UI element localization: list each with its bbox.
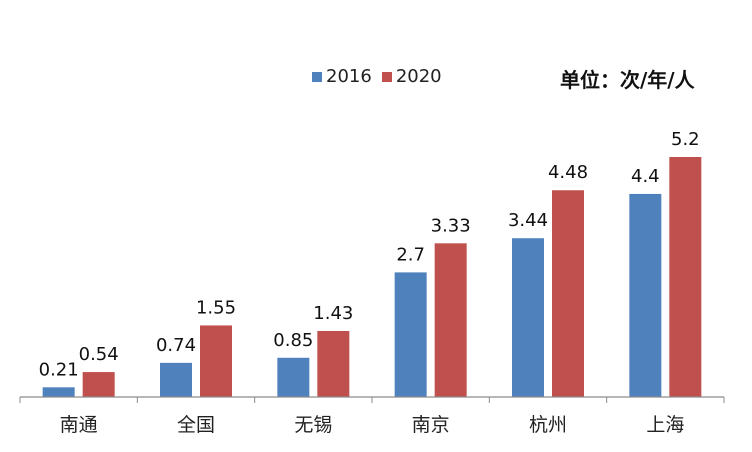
- bar-2016-上海: [629, 193, 662, 397]
- unit-label: 单位：次/年/人: [560, 68, 695, 92]
- bar-2016-全国: [160, 362, 192, 397]
- bar-2016-杭州: [512, 238, 544, 397]
- data-label-2016-南京: 2.7: [396, 244, 425, 265]
- category-label-全国: 全国: [177, 414, 215, 436]
- category-label-南京: 南京: [412, 414, 450, 436]
- category-label-无锡: 无锡: [294, 414, 332, 436]
- bar-2020-无锡: [317, 331, 350, 397]
- legend-label-2020: 2020: [395, 66, 442, 87]
- legend: 2016 2020: [312, 66, 442, 87]
- bar-2016-南通: [42, 387, 75, 397]
- data-label-2020-上海: 5.2: [671, 129, 700, 150]
- legend-swatch-2020: [381, 71, 392, 82]
- legend-item-2020: 2020: [381, 66, 442, 87]
- bar-2020-上海: [669, 157, 702, 397]
- data-label-2016-全国: 0.74: [156, 335, 196, 356]
- legend-label-2016: 2016: [326, 66, 372, 87]
- category-label-南通: 南通: [60, 414, 98, 436]
- bar-2016-南京: [394, 272, 427, 397]
- data-label-2020-杭州: 4.48: [548, 162, 588, 183]
- category-label-杭州: 杭州: [529, 414, 567, 436]
- legend-item-2016: 2016: [312, 66, 372, 87]
- bar-2016-无锡: [277, 357, 310, 397]
- data-label-2016-上海: 4.4: [631, 166, 660, 187]
- category-label-上海: 上海: [646, 414, 684, 436]
- bar-2020-杭州: [552, 190, 584, 397]
- bar-2020-全国: [200, 325, 232, 397]
- data-label-2016-杭州: 3.44: [508, 210, 548, 231]
- data-label-2020-全国: 1.55: [196, 297, 236, 318]
- data-label-2016-南通: 0.21: [39, 359, 79, 380]
- data-label-2020-南通: 0.54: [79, 344, 119, 365]
- data-label-2020-无锡: 1.43: [313, 303, 353, 324]
- legend-swatch-2016: [312, 71, 322, 82]
- data-label-2020-南京: 3.33: [431, 215, 471, 236]
- bar-2020-南京: [434, 243, 467, 397]
- bar-2020-南通: [82, 372, 115, 397]
- data-label-2016-无锡: 0.85: [273, 330, 313, 351]
